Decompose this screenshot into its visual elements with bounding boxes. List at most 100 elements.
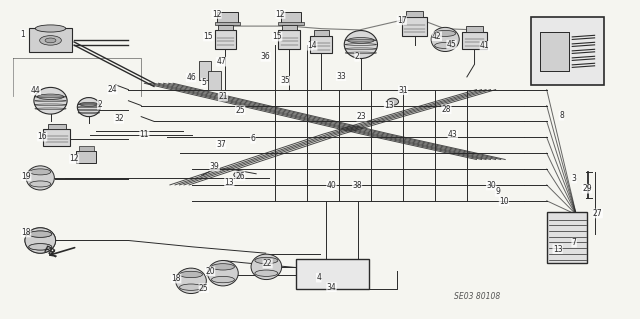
Text: 25: 25 [236, 106, 245, 115]
Text: 19: 19 [21, 172, 31, 181]
Bar [214, 22, 240, 26]
Ellipse shape [29, 244, 52, 250]
Text: 24: 24 [108, 85, 117, 94]
Text: 23: 23 [356, 112, 366, 121]
Ellipse shape [37, 94, 64, 100]
Text: 16: 16 [37, 132, 47, 141]
Text: 12: 12 [212, 10, 221, 19]
Text: 37: 37 [216, 140, 226, 149]
Ellipse shape [179, 271, 202, 278]
Ellipse shape [77, 98, 100, 117]
Text: 29: 29 [582, 184, 592, 193]
Bar [214, 30, 236, 49]
Bar [44, 129, 70, 145]
Ellipse shape [29, 231, 52, 237]
Text: 47: 47 [216, 57, 226, 66]
Text: 5: 5 [202, 78, 206, 87]
Ellipse shape [255, 270, 278, 276]
Ellipse shape [211, 276, 234, 283]
Ellipse shape [207, 261, 238, 286]
Ellipse shape [29, 169, 51, 175]
Text: 20: 20 [205, 267, 215, 276]
Text: 6: 6 [250, 134, 255, 143]
Bar [402, 17, 428, 36]
Text: 15: 15 [273, 32, 282, 41]
Ellipse shape [29, 181, 51, 187]
Bar [314, 30, 329, 36]
Text: 22: 22 [263, 259, 273, 268]
Text: 39: 39 [210, 162, 220, 171]
Text: 43: 43 [448, 130, 458, 139]
Bar [296, 259, 369, 289]
Text: 32: 32 [114, 114, 124, 123]
Text: 12: 12 [276, 10, 285, 19]
Bar [29, 28, 72, 52]
Bar [198, 61, 211, 80]
Text: 8: 8 [559, 111, 564, 120]
Text: 28: 28 [442, 105, 451, 114]
Text: 27: 27 [593, 209, 603, 218]
Text: 15: 15 [204, 32, 213, 41]
Text: 18: 18 [172, 274, 181, 283]
Bar [282, 25, 297, 30]
Text: 36: 36 [261, 52, 271, 62]
Text: 17: 17 [397, 16, 406, 25]
Ellipse shape [29, 231, 52, 237]
Bar [278, 30, 300, 49]
Bar [540, 33, 569, 70]
Ellipse shape [175, 268, 206, 293]
Ellipse shape [34, 87, 67, 114]
Bar [531, 17, 604, 85]
Text: 18: 18 [22, 228, 31, 237]
Text: 31: 31 [398, 86, 408, 95]
Ellipse shape [435, 30, 456, 36]
Bar [76, 151, 97, 163]
Text: 12: 12 [69, 154, 79, 163]
Ellipse shape [79, 102, 98, 106]
Ellipse shape [40, 36, 61, 45]
Text: 9: 9 [495, 187, 500, 197]
Text: 44: 44 [31, 86, 41, 95]
Text: 13: 13 [225, 178, 234, 187]
Ellipse shape [25, 228, 56, 253]
Text: 14: 14 [308, 41, 317, 50]
Text: 34: 34 [326, 283, 337, 292]
Ellipse shape [29, 244, 52, 250]
Text: 4: 4 [316, 273, 321, 282]
Text: SE03 80108: SE03 80108 [454, 292, 500, 301]
Bar [47, 124, 67, 129]
Text: 35: 35 [280, 76, 290, 85]
Ellipse shape [435, 42, 456, 48]
Text: FR.: FR. [42, 245, 60, 260]
Bar [310, 36, 332, 53]
Ellipse shape [387, 98, 399, 105]
Text: 10: 10 [499, 197, 509, 206]
Ellipse shape [45, 38, 56, 43]
Bar [208, 70, 221, 90]
Text: 13: 13 [384, 101, 394, 110]
Ellipse shape [26, 166, 54, 190]
Text: 7: 7 [572, 238, 577, 247]
Text: 25: 25 [199, 284, 209, 293]
Text: 42: 42 [432, 32, 442, 41]
Ellipse shape [431, 27, 460, 51]
Bar [79, 145, 94, 151]
Text: 2: 2 [97, 100, 102, 109]
Ellipse shape [179, 284, 202, 290]
Ellipse shape [251, 254, 282, 279]
Text: 38: 38 [352, 181, 362, 190]
Text: 26: 26 [236, 172, 245, 181]
Text: 1: 1 [20, 30, 26, 39]
Text: 33: 33 [336, 72, 346, 81]
Text: 2: 2 [355, 52, 360, 62]
Ellipse shape [234, 172, 243, 178]
Ellipse shape [344, 31, 378, 58]
Ellipse shape [255, 257, 278, 264]
Bar [281, 12, 301, 24]
Ellipse shape [35, 25, 66, 32]
Text: 21: 21 [218, 92, 228, 101]
Text: 46: 46 [186, 73, 196, 82]
Ellipse shape [211, 264, 234, 270]
Bar [463, 32, 486, 49]
Text: 11: 11 [140, 130, 149, 139]
